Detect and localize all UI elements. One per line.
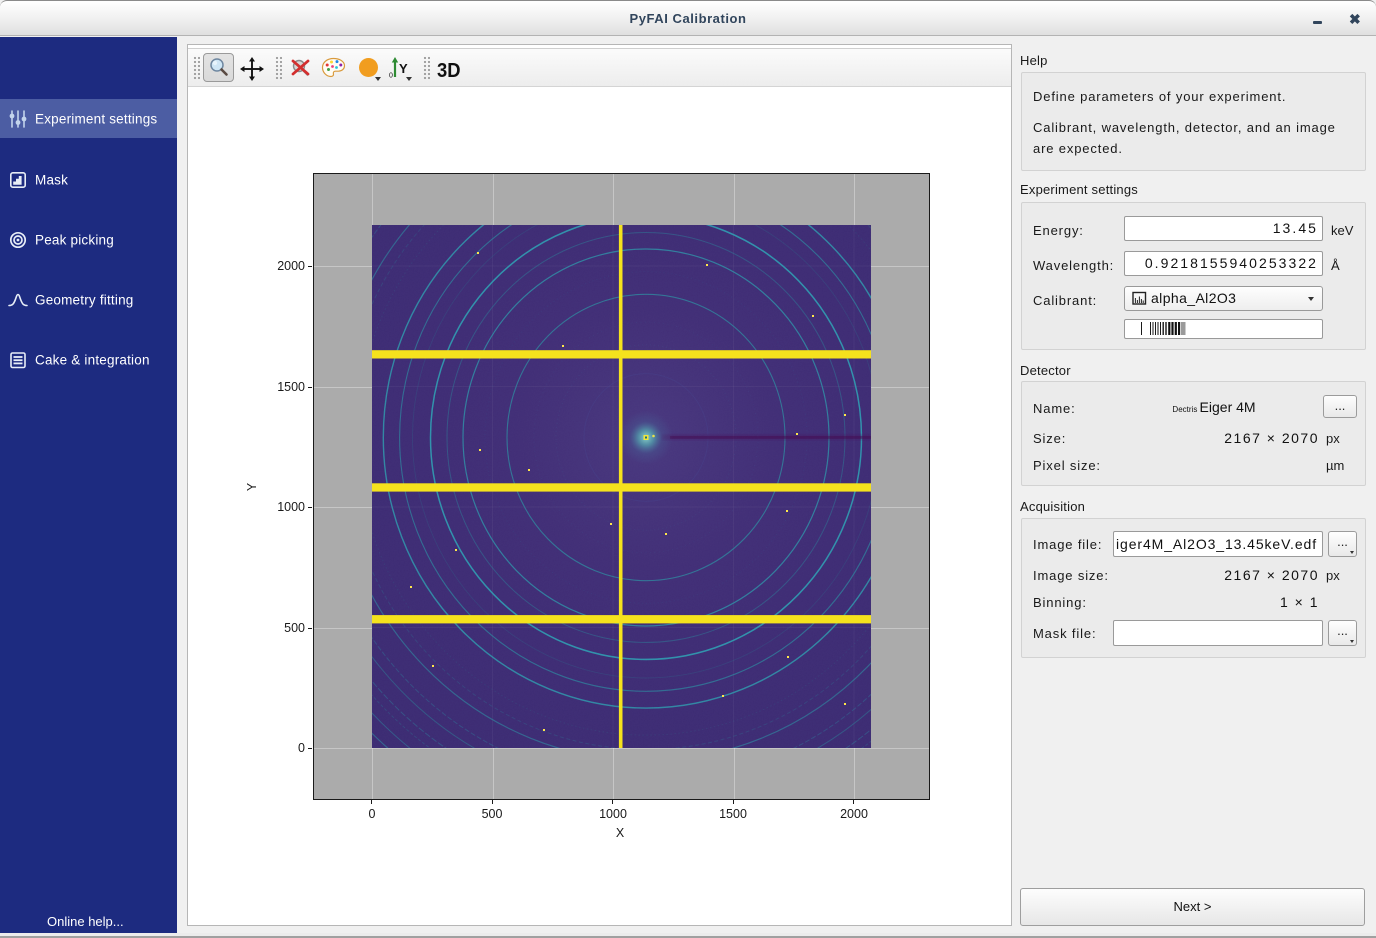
svg-text:Y: Y [399, 61, 408, 76]
svg-text:0: 0 [389, 73, 393, 80]
